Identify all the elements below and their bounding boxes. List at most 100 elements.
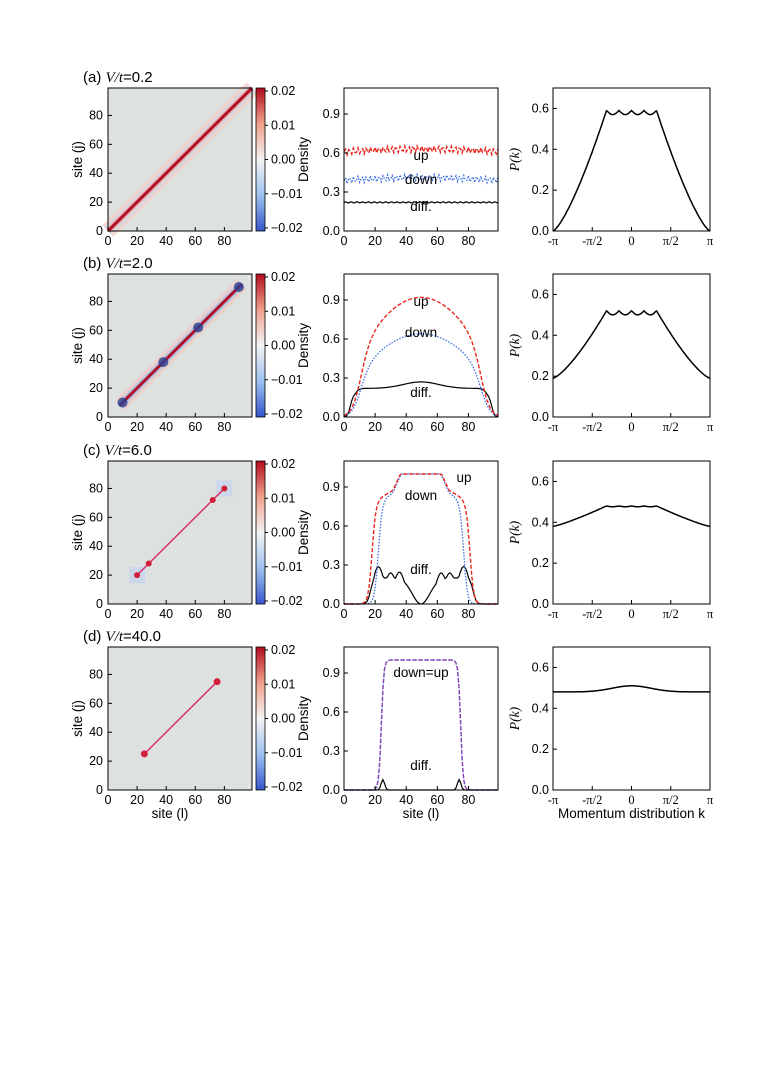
density-x-label: site (l) [403, 806, 440, 821]
colorbar-tick-label: −0.02 [271, 407, 303, 421]
colorbar-tick-label: −0.01 [271, 560, 303, 574]
heatmap-blob [158, 357, 169, 368]
y-tick-label: 0.9 [323, 480, 340, 494]
heatmap-blob [209, 497, 216, 503]
y-tick-label: 40 [89, 725, 103, 739]
x-tick-label: 60 [430, 234, 444, 248]
x-tick-label: 40 [159, 793, 173, 807]
x-tick-label: π [707, 793, 714, 807]
x-tick-label: 0 [105, 234, 112, 248]
y-tick-label: 80 [89, 294, 103, 308]
y-tick-label: 0.0 [323, 597, 340, 611]
panel-label: (a) V/t=0.2 [83, 69, 153, 86]
up-series-line [343, 296, 499, 417]
y-tick-label: 0.3 [323, 558, 340, 572]
x-tick-label: π/2 [663, 793, 679, 807]
y-tick-label: 0.4 [532, 515, 549, 529]
heatmap: 00 20 20 40 40 60 60 80 80 site (j) [70, 82, 258, 248]
colorbar: 0.02 0.01 0.00 −0.01 −0.02 [255, 457, 303, 608]
pk-curve [552, 109, 711, 232]
x-tick-label: 20 [368, 420, 382, 434]
x-tick-label: -π/2 [582, 793, 602, 807]
panel-label: (d) V/t=40.0 [83, 628, 161, 645]
y-tick-label: 0.9 [323, 107, 340, 121]
diff-series-line [343, 381, 499, 418]
down-series-line [343, 333, 499, 417]
colorbar-tick-label: −0.02 [271, 780, 303, 794]
heatmap-blob [140, 750, 148, 758]
x-tick-label: π [707, 234, 714, 248]
heatmap-blob [233, 282, 244, 292]
pk-plot: -π -π/2 0 π/2 π 0.0 0.2 0.4 0.6 P(k) [507, 460, 714, 621]
y-tick-label: 0.6 [323, 332, 340, 346]
pk-curve [552, 505, 711, 528]
heatmap-frame [107, 87, 253, 232]
colorbar-tick-label: 0.01 [271, 491, 295, 505]
pk-curve [552, 309, 711, 379]
y-tick-label: 0.0 [532, 224, 549, 238]
pk-curve [553, 685, 710, 693]
y-tick-label: 0.2 [532, 556, 549, 570]
colorbar-tick-label: 0.02 [271, 457, 295, 471]
colorbar: 0.02 0.01 0.00 −0.01 −0.02 [255, 84, 303, 235]
x-tick-label: π [707, 607, 714, 621]
y-tick-label: 20 [89, 381, 103, 395]
y-tick-label: 0.6 [323, 146, 340, 160]
x-tick-label: 0 [341, 420, 348, 434]
x-tick-label: 80 [461, 420, 475, 434]
x-tick-label: 60 [188, 234, 202, 248]
x-tick-label: 40 [399, 793, 413, 807]
y-tick-label: 0.4 [532, 328, 549, 342]
x-tick-label: 40 [159, 420, 173, 434]
diff-series-line [343, 201, 499, 204]
y-tick-label: 0.9 [323, 293, 340, 307]
y-tick-label: 0.0 [532, 410, 549, 424]
y-tick-label: 0 [96, 783, 103, 797]
density-y-label: Density [296, 323, 311, 368]
pk-x-label: Momentum distribution k [558, 806, 705, 821]
heatmap-frame [107, 646, 253, 791]
x-tick-label: 0 [105, 793, 112, 807]
panel-label: (b) V/t=2.0 [83, 255, 153, 272]
x-tick-label: 60 [430, 607, 444, 621]
y-tick-label: 20 [89, 754, 103, 768]
density-y-label: Density [296, 137, 311, 182]
y-tick-label: 0.0 [532, 597, 549, 611]
colorbar-tick-label: 0.01 [271, 677, 295, 691]
colorbar-tick-label: 0.01 [271, 304, 295, 318]
colorbar-tick-label: 0.00 [271, 339, 295, 353]
heatmap-diagonal [143, 681, 218, 755]
x-tick-label: 60 [430, 793, 444, 807]
x-tick-label: 0 [628, 234, 634, 248]
x-tick-label: 80 [461, 234, 475, 248]
heatmap-frame [107, 273, 253, 418]
heatmap: 00 20 20 40 40 60 60 80 80 site (j) site (l) [70, 646, 253, 821]
colorbar-gradient [255, 87, 266, 232]
x-tick-label: 40 [399, 607, 413, 621]
pk-y-label: P(k) [507, 147, 522, 172]
y-tick-label: 40 [89, 352, 103, 366]
density-plot: 0 20 40 60 80 0.0 0.3 0.6 0.9 Density down=up diff.… [296, 646, 499, 821]
pk-plot: -π -π/2 0 π/2 π 0.0 0.2 0.4 0.6 P(k) [507, 87, 714, 248]
heatmap-blob [145, 560, 152, 567]
heatmap: 00 20 20 40 40 60 60 80 80 site (j) [70, 273, 253, 434]
y-tick-label: 0.0 [323, 224, 340, 238]
pk-plot: -π -π/2 0 π/2 π 0.0 0.2 0.4 0.6 P(k) [507, 273, 714, 434]
pk-frame [552, 460, 711, 605]
colorbar-tick-label: −0.01 [271, 373, 303, 387]
x-tick-label: 40 [399, 234, 413, 248]
x-tick-label: 80 [461, 793, 475, 807]
density-frame [343, 87, 499, 232]
x-tick-label: 0 [105, 420, 112, 434]
pk-y-label: P(k) [507, 333, 522, 358]
up-label: up [413, 294, 428, 309]
x-tick-label: 80 [217, 420, 231, 434]
heatmap-y-label: site (j) [70, 327, 85, 364]
x-tick-label: 40 [399, 420, 413, 434]
x-tick-label: 80 [217, 234, 231, 248]
up-label: up [413, 148, 428, 163]
colorbar-tick-label: −0.01 [271, 187, 303, 201]
